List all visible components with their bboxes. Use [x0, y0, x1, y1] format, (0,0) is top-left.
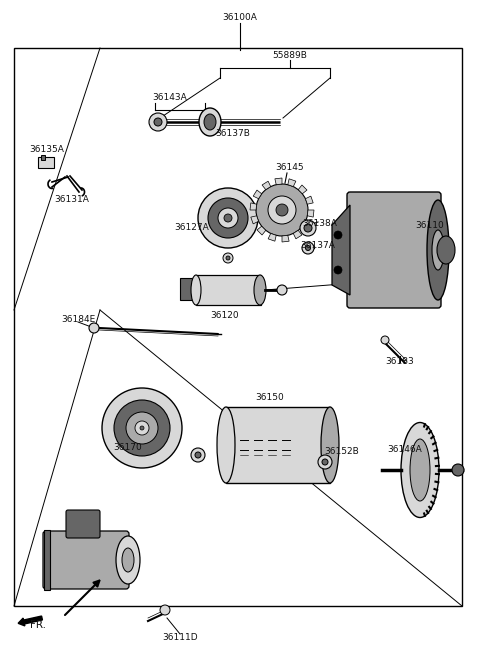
Ellipse shape: [321, 407, 339, 483]
Text: 36137B: 36137B: [216, 129, 251, 138]
Circle shape: [224, 214, 232, 222]
Text: 36183: 36183: [385, 358, 414, 367]
Text: 36146A: 36146A: [388, 445, 422, 455]
Polygon shape: [298, 185, 307, 194]
Ellipse shape: [199, 108, 221, 136]
Circle shape: [89, 323, 99, 333]
Ellipse shape: [122, 548, 134, 572]
Polygon shape: [288, 179, 296, 186]
Text: FR.: FR.: [30, 620, 46, 630]
Polygon shape: [332, 205, 350, 295]
Polygon shape: [275, 178, 282, 184]
Polygon shape: [305, 196, 313, 204]
Circle shape: [218, 208, 238, 228]
Circle shape: [300, 220, 316, 236]
Text: 36110: 36110: [416, 220, 444, 230]
Circle shape: [276, 204, 288, 216]
Polygon shape: [257, 226, 266, 235]
Text: 36152B: 36152B: [324, 447, 360, 457]
Polygon shape: [293, 230, 302, 239]
Circle shape: [452, 464, 464, 476]
FancyBboxPatch shape: [347, 192, 441, 308]
Circle shape: [302, 242, 314, 254]
Ellipse shape: [191, 275, 201, 305]
Ellipse shape: [217, 407, 235, 483]
Text: 36120: 36120: [211, 310, 240, 319]
Polygon shape: [268, 234, 276, 241]
Circle shape: [304, 224, 312, 232]
Bar: [44, 530, 50, 590]
Text: 36131A: 36131A: [55, 195, 89, 205]
Bar: [180, 278, 198, 300]
Polygon shape: [302, 221, 311, 230]
Ellipse shape: [410, 439, 430, 501]
Bar: [226, 407, 330, 483]
Ellipse shape: [427, 200, 449, 300]
Circle shape: [305, 245, 311, 251]
Polygon shape: [262, 181, 271, 190]
Text: 36170: 36170: [114, 443, 143, 453]
Text: 36100A: 36100A: [223, 14, 257, 22]
Polygon shape: [251, 216, 259, 224]
Circle shape: [160, 605, 170, 615]
Circle shape: [256, 184, 308, 236]
Bar: [14, 48, 462, 606]
Ellipse shape: [204, 114, 216, 130]
Text: 36184E: 36184E: [61, 316, 95, 325]
Polygon shape: [307, 210, 314, 217]
Circle shape: [334, 266, 342, 274]
Text: 36127A: 36127A: [175, 224, 209, 232]
Polygon shape: [250, 203, 257, 210]
Circle shape: [154, 118, 162, 126]
Circle shape: [198, 188, 258, 248]
Circle shape: [140, 426, 144, 430]
Circle shape: [318, 455, 332, 469]
Circle shape: [268, 196, 296, 224]
Circle shape: [334, 231, 342, 239]
Circle shape: [114, 400, 170, 456]
Bar: [41, 155, 45, 160]
Text: 36135A: 36135A: [30, 146, 64, 155]
Circle shape: [135, 421, 149, 435]
Circle shape: [102, 388, 182, 468]
Circle shape: [277, 285, 287, 295]
Bar: [196, 275, 261, 305]
Circle shape: [208, 198, 248, 238]
Circle shape: [226, 256, 230, 260]
FancyBboxPatch shape: [43, 531, 129, 589]
Polygon shape: [253, 190, 262, 199]
Ellipse shape: [401, 422, 439, 518]
Polygon shape: [282, 236, 289, 242]
Ellipse shape: [116, 536, 140, 584]
Ellipse shape: [254, 275, 266, 305]
Circle shape: [195, 452, 201, 458]
Circle shape: [223, 253, 233, 263]
Text: 36137A: 36137A: [300, 241, 336, 251]
Circle shape: [191, 448, 205, 462]
Circle shape: [149, 113, 167, 131]
Circle shape: [126, 412, 158, 444]
Ellipse shape: [432, 230, 444, 270]
Text: 36138A: 36138A: [302, 220, 337, 228]
Text: 55889B: 55889B: [273, 51, 307, 60]
Text: 36111D: 36111D: [162, 634, 198, 642]
Circle shape: [322, 459, 328, 465]
Text: 36143A: 36143A: [153, 92, 187, 102]
Text: 36150: 36150: [256, 392, 284, 401]
FancyBboxPatch shape: [66, 510, 100, 538]
Text: 36145: 36145: [276, 163, 304, 173]
FancyArrow shape: [18, 616, 42, 626]
Circle shape: [381, 336, 389, 344]
Ellipse shape: [437, 236, 455, 264]
Bar: [38, 157, 54, 168]
